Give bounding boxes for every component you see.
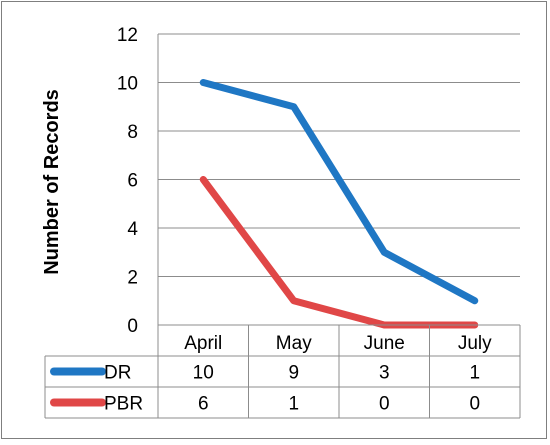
series-line-dr xyxy=(199,79,479,305)
table-cell: 6 xyxy=(198,394,209,415)
y-tick-label: 10 xyxy=(117,74,138,95)
table-cell: 3 xyxy=(379,363,390,384)
table-cell: 1 xyxy=(469,363,480,384)
y-axis-title: Number of Records xyxy=(41,89,63,275)
table-cell: 0 xyxy=(379,394,390,415)
chart-frame: 0 2 4 6 8 10 12 Number of Records April May June… xyxy=(1,1,547,439)
y-tick-label: 4 xyxy=(127,219,138,240)
table-cell: 10 xyxy=(193,363,214,384)
table-cell: 9 xyxy=(288,363,299,384)
y-tick-label: 0 xyxy=(127,316,138,337)
x-category-label: April xyxy=(184,333,222,354)
y-tick-label: 8 xyxy=(127,122,138,143)
y-tick-label: 6 xyxy=(127,171,138,192)
x-category-label: May xyxy=(276,333,312,354)
table-cell: 1 xyxy=(288,394,299,415)
series-lines xyxy=(199,79,479,329)
x-category-label: June xyxy=(364,333,405,354)
x-category-label: July xyxy=(458,333,492,354)
legend-label-dr: DR xyxy=(104,363,131,384)
legend-label-pbr: PBR xyxy=(104,394,143,415)
y-tick-label: 2 xyxy=(127,268,138,289)
y-axis-ticks: 0 2 4 6 8 10 12 xyxy=(117,25,139,337)
series-line-pbr xyxy=(199,176,479,329)
table-cell: 0 xyxy=(469,394,480,415)
y-tick-label: 12 xyxy=(117,25,138,46)
